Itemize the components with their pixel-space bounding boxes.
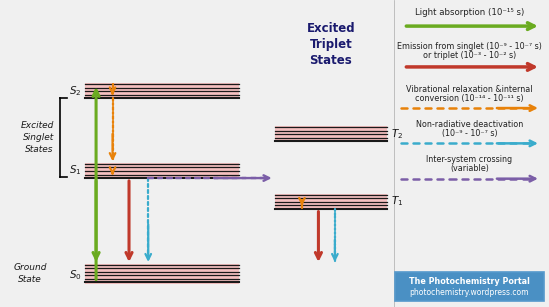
Text: or triplet (10⁻³ - 10⁻² s): or triplet (10⁻³ - 10⁻² s): [423, 51, 516, 60]
Text: Emission from singlet (10⁻⁹ - 10⁻⁷ s): Emission from singlet (10⁻⁹ - 10⁻⁷ s): [397, 41, 542, 51]
Text: Excited
Triplet
States: Excited Triplet States: [306, 22, 355, 67]
Text: conversion (10⁻¹⁴ - 10⁻¹¹ s): conversion (10⁻¹⁴ - 10⁻¹¹ s): [415, 94, 524, 103]
Text: $S_0$: $S_0$: [69, 268, 81, 282]
FancyBboxPatch shape: [85, 83, 239, 99]
Text: $T_1$: $T_1$: [391, 194, 404, 208]
Text: Ground
State: Ground State: [13, 263, 47, 284]
Text: (variable): (variable): [450, 164, 489, 173]
Text: Inter-system crossing: Inter-system crossing: [427, 155, 512, 164]
Text: photochemistry.wordpress.com: photochemistry.wordpress.com: [410, 288, 529, 297]
Text: Non-radiative deactivation: Non-radiative deactivation: [416, 120, 523, 129]
FancyBboxPatch shape: [274, 126, 387, 142]
Text: Light absorption (10⁻¹⁵ s): Light absorption (10⁻¹⁵ s): [415, 8, 524, 17]
Text: The Photochemistry Portal: The Photochemistry Portal: [409, 277, 530, 286]
FancyBboxPatch shape: [395, 272, 544, 301]
FancyBboxPatch shape: [85, 163, 239, 179]
Text: (10⁻⁹ - 10⁻⁷ s): (10⁻⁹ - 10⁻⁷ s): [441, 129, 497, 138]
Text: $S_1$: $S_1$: [69, 164, 81, 177]
Text: $S_2$: $S_2$: [69, 84, 81, 98]
FancyBboxPatch shape: [85, 264, 239, 284]
Text: Vibrational relaxation &internal: Vibrational relaxation &internal: [406, 84, 533, 94]
Text: $T_2$: $T_2$: [391, 127, 404, 141]
Text: Excited
Singlet
States: Excited Singlet States: [20, 121, 54, 154]
FancyBboxPatch shape: [274, 194, 387, 210]
